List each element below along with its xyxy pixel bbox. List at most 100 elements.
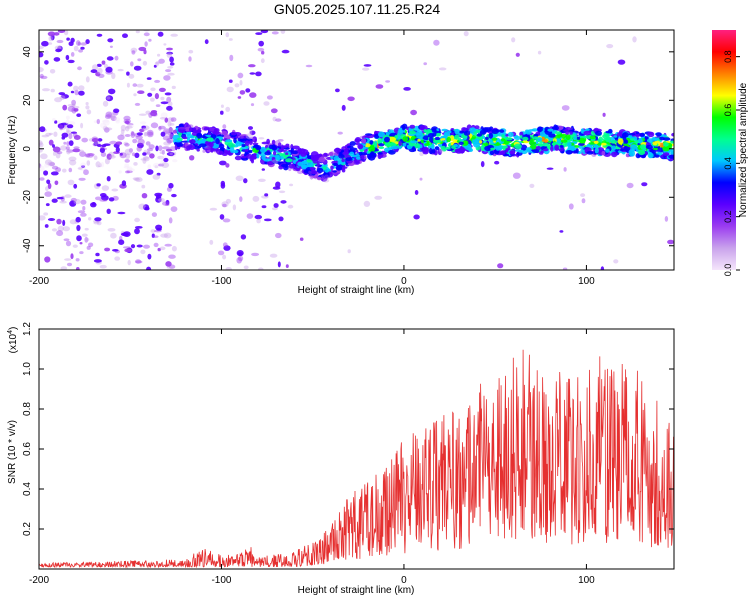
top-y-tick-label: 40 bbox=[22, 46, 33, 58]
heatmap-cell bbox=[141, 193, 148, 199]
heatmap-cell bbox=[50, 171, 59, 176]
heatmap-cell bbox=[258, 267, 264, 270]
heatmap-cell bbox=[483, 127, 492, 132]
heatmap-cell bbox=[249, 130, 256, 136]
heatmap-cell bbox=[263, 101, 270, 106]
heatmap-cell bbox=[85, 153, 94, 158]
colorbar-tick-label: 0.4 bbox=[723, 157, 733, 170]
heatmap-cell bbox=[336, 170, 341, 174]
heatmap-cell bbox=[312, 159, 319, 164]
heatmap-cell bbox=[537, 50, 542, 55]
heatmap-cell bbox=[62, 226, 70, 232]
heatmap-cell bbox=[580, 193, 586, 198]
heatmap-cell bbox=[145, 141, 151, 146]
heatmap-cell bbox=[341, 158, 346, 163]
heatmap-cell bbox=[168, 133, 174, 139]
heatmap-cell bbox=[72, 132, 78, 138]
heatmap-cell bbox=[367, 153, 372, 160]
heatmap-cell bbox=[594, 147, 599, 154]
colorbar-axis: 0.0 0.2 0.4 0.6 0.8 bbox=[723, 50, 740, 276]
heatmap-cell bbox=[240, 234, 247, 240]
heatmap-cell bbox=[576, 136, 581, 140]
heatmap-cell bbox=[150, 229, 156, 233]
heatmap-cell bbox=[479, 136, 483, 141]
heatmap-cell bbox=[550, 145, 554, 152]
heatmap-cell bbox=[374, 133, 380, 139]
heatmap-cell bbox=[611, 151, 618, 158]
heatmap-cell bbox=[337, 131, 343, 135]
heatmap-cell bbox=[238, 255, 244, 262]
heatmap-cell bbox=[134, 217, 141, 223]
heatmap-cell bbox=[310, 175, 316, 179]
heatmap-cell bbox=[39, 67, 44, 73]
heatmap-cell bbox=[99, 264, 107, 269]
heatmap-cell bbox=[273, 150, 277, 156]
heatmap-cell bbox=[55, 167, 61, 173]
heatmap-cell bbox=[108, 197, 115, 202]
heatmap-cell bbox=[147, 164, 152, 170]
heatmap-cell bbox=[525, 130, 532, 135]
heatmap-cell bbox=[136, 244, 143, 248]
heatmap-cell bbox=[447, 130, 452, 134]
heatmap-cell bbox=[543, 139, 548, 143]
heatmap-cell bbox=[263, 218, 272, 222]
heatmap-cell bbox=[126, 71, 130, 76]
heatmap-cell bbox=[419, 177, 423, 181]
heatmap-cell bbox=[256, 153, 260, 159]
heatmap-cell bbox=[663, 152, 670, 157]
heatmap-cell bbox=[556, 134, 564, 137]
heatmap-cell bbox=[100, 162, 105, 168]
top-x-tick-label: 100 bbox=[578, 276, 595, 287]
heatmap-cell bbox=[317, 176, 322, 181]
heatmap-cell bbox=[600, 266, 605, 270]
heatmap-cell bbox=[529, 183, 535, 188]
heatmap-cell bbox=[158, 125, 166, 130]
heatmap-cell bbox=[92, 64, 99, 71]
heatmap-cell bbox=[66, 262, 73, 267]
bottom-y-tick-label: 0.6 bbox=[22, 442, 33, 456]
heatmap-cell bbox=[169, 62, 175, 66]
heatmap-cell bbox=[130, 61, 134, 67]
heatmap-cell bbox=[39, 148, 43, 153]
heatmap-cell bbox=[310, 166, 315, 171]
heatmap-cell bbox=[154, 229, 162, 233]
heatmap-cell bbox=[96, 63, 102, 67]
heatmap-cell bbox=[431, 128, 437, 133]
heatmap-cell bbox=[595, 130, 602, 136]
heatmap-cell bbox=[670, 151, 674, 155]
heatmap-cell bbox=[338, 153, 345, 159]
heatmap-cell bbox=[190, 135, 195, 139]
heatmap-cell bbox=[264, 151, 272, 156]
heatmap-cell bbox=[414, 190, 419, 195]
heatmap-cell bbox=[175, 139, 182, 143]
heatmap-cell bbox=[114, 256, 121, 261]
heatmap-cell bbox=[73, 45, 79, 52]
heatmap-cell bbox=[252, 195, 260, 202]
heatmap-cell bbox=[118, 239, 125, 245]
heatmap-cell bbox=[70, 37, 75, 43]
heatmap-cell bbox=[39, 215, 46, 221]
heatmap-cell bbox=[69, 200, 77, 207]
heatmap-cell bbox=[652, 141, 658, 146]
heatmap-cell bbox=[322, 166, 327, 170]
top-x-tick-label: 0 bbox=[401, 276, 407, 287]
heatmap-cell bbox=[137, 138, 145, 146]
heatmap-cell bbox=[246, 213, 254, 219]
heatmap-cell bbox=[101, 144, 107, 148]
colorbar-tick-label: 0.0 bbox=[723, 264, 733, 277]
heatmap-cell bbox=[281, 163, 288, 168]
colorbar-tick-label: 0.8 bbox=[723, 50, 733, 63]
heatmap-cell bbox=[160, 112, 168, 119]
heatmap-cell bbox=[285, 264, 289, 268]
heatmap-cell bbox=[239, 90, 246, 95]
heatmap-cell bbox=[264, 193, 269, 197]
heatmap-cell bbox=[45, 132, 52, 137]
heatmap-cell bbox=[182, 136, 188, 140]
heatmap-cell bbox=[431, 132, 437, 137]
heatmap-cell bbox=[335, 88, 340, 93]
heatmap-cell bbox=[275, 232, 282, 239]
bottom-x-tick-label: -200 bbox=[29, 575, 49, 586]
heatmap-cell bbox=[578, 137, 586, 144]
heatmap-cell bbox=[80, 162, 87, 167]
heatmap-cell bbox=[65, 115, 70, 120]
